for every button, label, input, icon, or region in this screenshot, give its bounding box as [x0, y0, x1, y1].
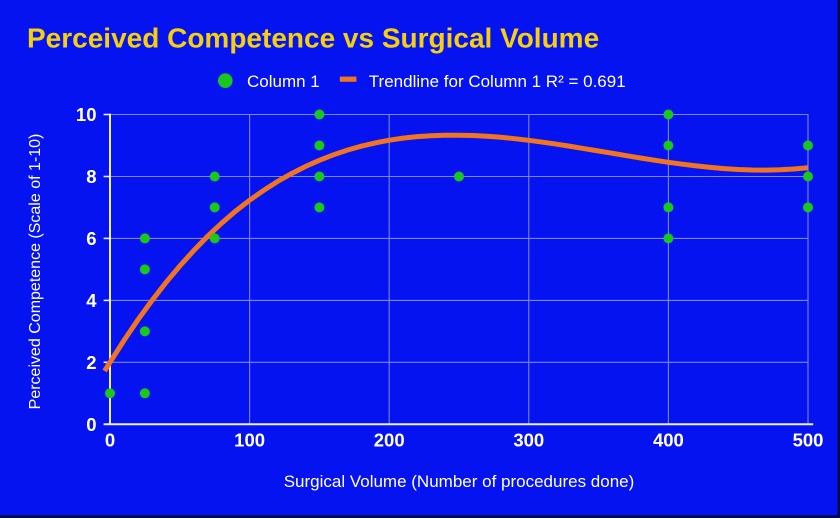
svg-text:200: 200	[374, 430, 405, 451]
svg-text:2: 2	[86, 352, 96, 373]
svg-text:10: 10	[76, 104, 97, 125]
svg-text:Surgical Volume (Number of pro: Surgical Volume (Number of procedures do…	[284, 472, 635, 491]
svg-text:Perceived Competence (Scale of: Perceived Competence (Scale of 1-10)	[27, 134, 44, 410]
svg-text:400: 400	[653, 430, 684, 451]
svg-text:Column 1: Column 1	[247, 72, 320, 91]
svg-text:8: 8	[86, 166, 96, 187]
svg-text:300: 300	[513, 430, 544, 451]
svg-text:0: 0	[86, 414, 96, 435]
svg-text:500: 500	[793, 430, 824, 451]
svg-text:0: 0	[105, 430, 115, 451]
svg-text:6: 6	[86, 228, 96, 249]
svg-text:100: 100	[234, 430, 265, 451]
svg-text:Trendline for Column 1 R² = 0.: Trendline for Column 1 R² = 0.691	[369, 72, 626, 91]
svg-text:Perceived Competence vs Surgic: Perceived Competence vs Surgical Volume	[27, 23, 599, 54]
svg-text:4: 4	[86, 290, 97, 311]
